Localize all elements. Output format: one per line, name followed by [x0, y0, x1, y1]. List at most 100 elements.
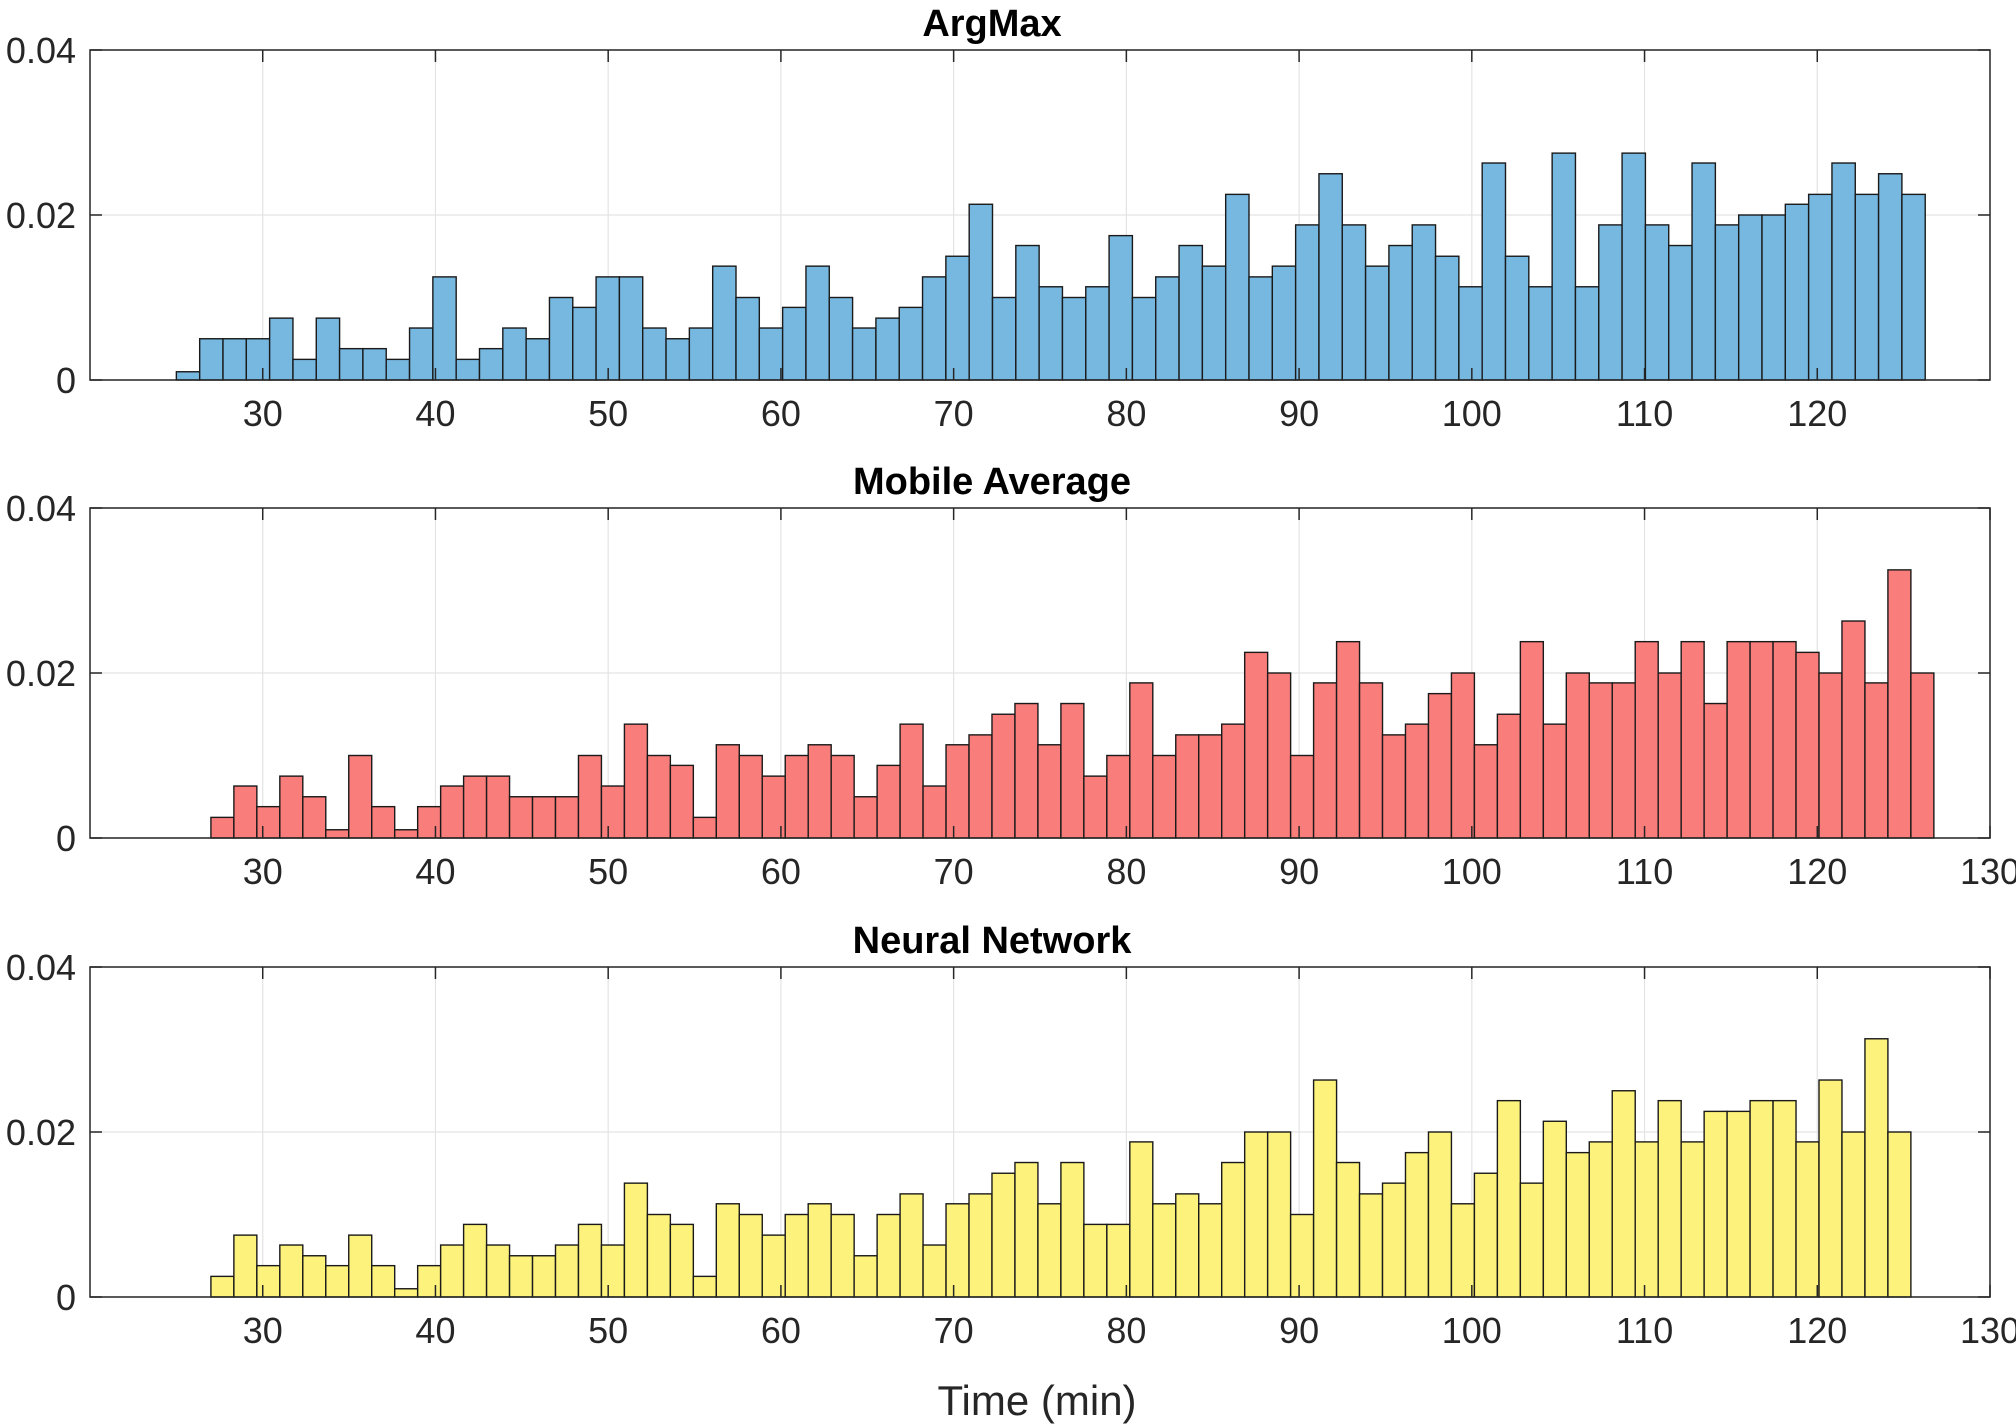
argmax-bar — [1668, 244, 1693, 381]
neural-network-bar — [485, 1244, 511, 1298]
neural-network-bar — [646, 1213, 672, 1298]
mobile-average-bar — [439, 785, 465, 839]
neural-network-bar — [1519, 1182, 1545, 1298]
mobile-average-bar — [1887, 569, 1912, 839]
argmax-bar — [1271, 265, 1297, 381]
neural-network-bar — [1014, 1161, 1039, 1298]
neural-network-bar — [371, 1264, 396, 1298]
mobile-average-bar — [1243, 651, 1269, 839]
neural-network-bar — [1887, 1131, 1912, 1298]
y-tick-label: 0.04 — [6, 488, 76, 529]
mobile-average-bar — [1519, 640, 1545, 839]
mobile-average-bar — [991, 713, 1016, 839]
argmax-bar — [1528, 286, 1553, 381]
neural-network-bar — [1083, 1223, 1108, 1298]
argmax-bar — [781, 306, 807, 381]
argmax-bar — [898, 306, 924, 381]
mobile-average-bar — [393, 829, 419, 839]
mobile-average-bar — [1657, 672, 1682, 839]
mobile-average-bar — [371, 805, 396, 839]
mobile-average-bar — [623, 723, 649, 839]
argmax-bar — [408, 327, 434, 381]
mobile-average-bar — [1083, 775, 1108, 839]
mobile-average-bar — [233, 785, 258, 839]
y-tick-label: 0 — [56, 818, 76, 859]
y-tick-label: 0 — [56, 1277, 76, 1318]
neural-network-bar — [1266, 1131, 1292, 1298]
neural-network-bar — [692, 1275, 718, 1298]
neural-network-bar — [439, 1244, 465, 1298]
mobile-average-bar — [646, 754, 672, 839]
neural-network-bar — [462, 1223, 488, 1298]
argmax-bar — [1621, 152, 1647, 381]
x-tick-label: 130 — [1960, 1310, 2016, 1351]
argmax-bar — [1737, 214, 1763, 381]
neural-network-bar — [991, 1172, 1016, 1298]
neural-network-bar — [348, 1234, 373, 1298]
x-tick-label: 100 — [1442, 1310, 1502, 1351]
argmax-bar — [968, 203, 994, 381]
x-tick-label: 90 — [1279, 1310, 1319, 1351]
mobile-average-bar — [1427, 692, 1453, 839]
mobile-average-bar — [830, 754, 855, 839]
neural-network-bar — [1864, 1038, 1889, 1298]
mobile-average-bar — [1037, 744, 1062, 839]
neural-network-bar — [1588, 1141, 1613, 1298]
neural-network-bar — [302, 1255, 327, 1298]
neural-network-bar — [1749, 1099, 1774, 1298]
mobile-average-bar — [1680, 640, 1705, 839]
x-tick-label: 120 — [1787, 1310, 1847, 1351]
argmax-bar — [618, 276, 644, 381]
neural-network-bar — [531, 1255, 557, 1298]
neural-network-bar — [1175, 1193, 1200, 1298]
neural-network-bar — [1450, 1203, 1476, 1298]
x-tick-label: 60 — [761, 851, 801, 892]
argmax-bar — [292, 358, 317, 381]
argmax-bar — [991, 296, 1017, 381]
argmax-bar — [432, 276, 457, 381]
argmax-bar — [338, 347, 364, 381]
argmax-bar — [1598, 224, 1623, 381]
mobile-average-bar — [1266, 672, 1292, 839]
mobile-average-bar — [1473, 744, 1499, 839]
neural-network-bar — [853, 1255, 878, 1298]
y-tick-label: 0.02 — [6, 195, 76, 236]
neural-network-bar — [1358, 1193, 1384, 1298]
argmax-bar — [315, 317, 341, 381]
mobile-average-bar — [1060, 702, 1085, 839]
x-tick-label: 50 — [588, 393, 628, 434]
mobile-average-bar — [600, 785, 626, 839]
argmax-bar — [758, 327, 784, 381]
mobile-average-bar — [1404, 723, 1430, 839]
neural-network-bar — [1060, 1161, 1085, 1298]
neural-network-bar — [1221, 1161, 1246, 1298]
x-tick-label: 80 — [1106, 1310, 1146, 1351]
mobile-average-bar — [462, 775, 488, 839]
argmax-bar — [1224, 193, 1250, 381]
mobile-average-bar — [1841, 620, 1866, 839]
argmax-bar — [642, 327, 667, 381]
argmax-bar — [198, 338, 224, 381]
mobile-average-bar — [1358, 682, 1384, 839]
neural-network-bar — [1381, 1182, 1407, 1298]
neural-network-bar — [600, 1244, 626, 1298]
argmax-bar — [525, 338, 551, 381]
argmax-bar — [572, 306, 597, 381]
argmax-bar — [1901, 193, 1926, 381]
neural-network-bar — [1152, 1203, 1177, 1298]
x-tick-label: 120 — [1787, 851, 1847, 892]
mobile-average-bar — [669, 764, 695, 839]
mobile-average-bar — [1542, 723, 1567, 839]
mobile-average-bar — [1221, 723, 1246, 839]
neural-network-bar — [1473, 1172, 1499, 1298]
neural-network-bar — [623, 1182, 649, 1298]
argmax-bar — [1108, 234, 1134, 381]
x-tick-label: 100 — [1442, 393, 1502, 434]
mobile-average-bar — [531, 796, 557, 839]
x-tick-label: 70 — [934, 1310, 974, 1351]
mobile-average-bar — [1634, 640, 1659, 839]
neural-network-bar — [1198, 1203, 1223, 1298]
argmax-bar — [688, 327, 714, 381]
argmax-bar — [1155, 276, 1180, 381]
